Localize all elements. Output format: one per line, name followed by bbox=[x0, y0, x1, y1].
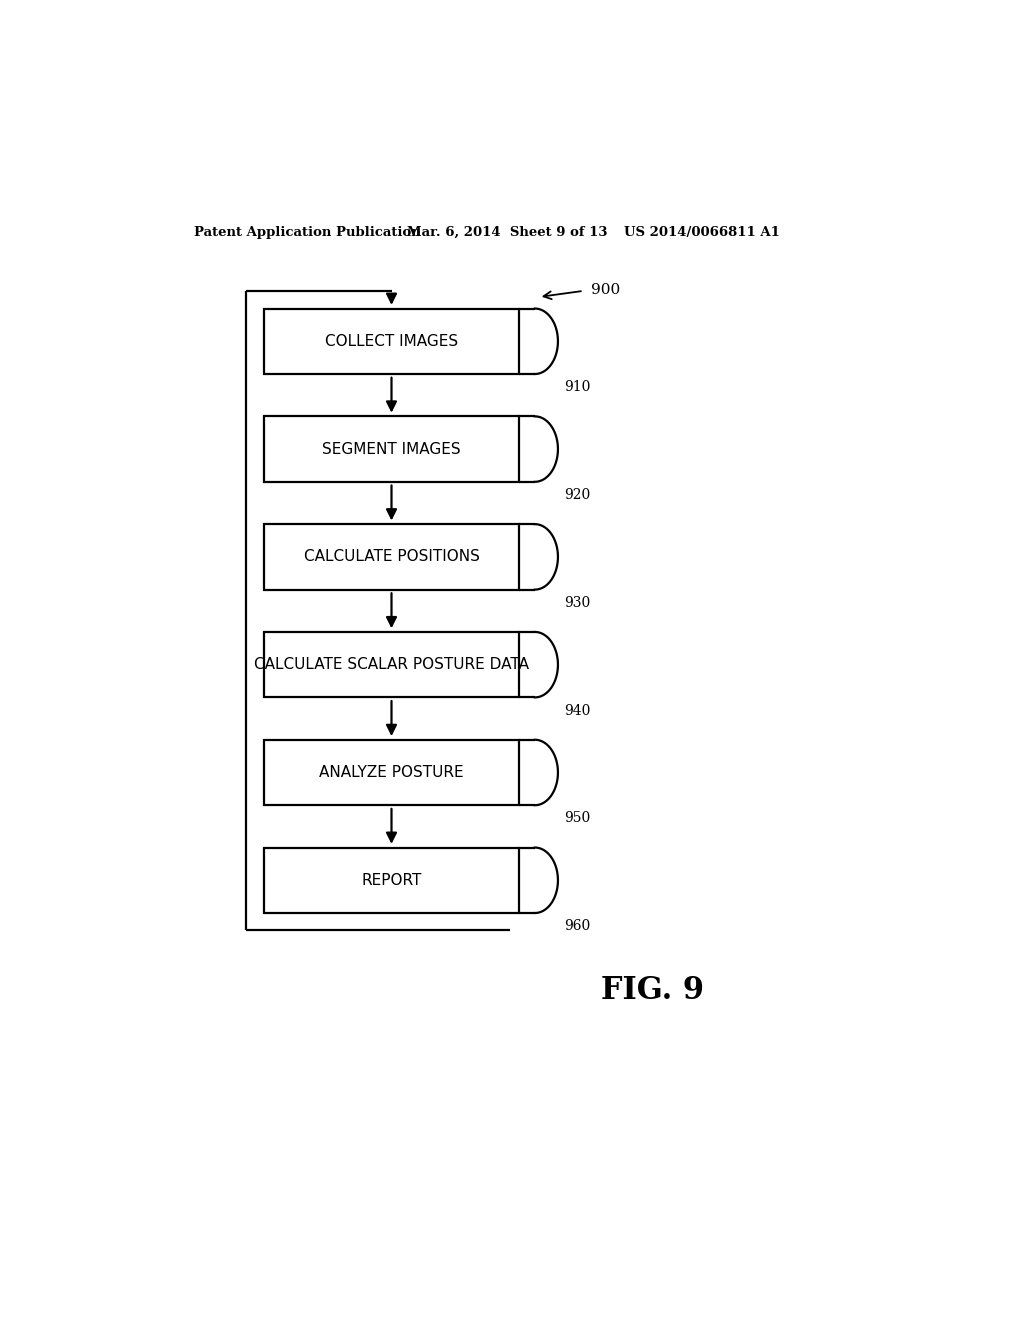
Bar bbox=[263, 847, 519, 913]
Text: CALCULATE SCALAR POSTURE DATA: CALCULATE SCALAR POSTURE DATA bbox=[254, 657, 529, 672]
Text: US 2014/0066811 A1: US 2014/0066811 A1 bbox=[624, 226, 780, 239]
Text: ANALYZE POSTURE: ANALYZE POSTURE bbox=[319, 766, 464, 780]
Text: SEGMENT IMAGES: SEGMENT IMAGES bbox=[323, 442, 461, 457]
Bar bbox=[263, 416, 519, 482]
Bar bbox=[263, 309, 519, 374]
Bar bbox=[263, 739, 519, 805]
Text: REPORT: REPORT bbox=[361, 873, 422, 888]
Text: CALCULATE POSITIONS: CALCULATE POSITIONS bbox=[303, 549, 479, 565]
Text: COLLECT IMAGES: COLLECT IMAGES bbox=[325, 334, 458, 348]
Text: 950: 950 bbox=[564, 812, 591, 825]
Text: Mar. 6, 2014  Sheet 9 of 13: Mar. 6, 2014 Sheet 9 of 13 bbox=[407, 226, 607, 239]
Text: 960: 960 bbox=[564, 919, 591, 933]
Text: 940: 940 bbox=[564, 704, 591, 718]
Text: 920: 920 bbox=[564, 488, 591, 502]
Text: Patent Application Publication: Patent Application Publication bbox=[194, 226, 421, 239]
Text: 930: 930 bbox=[564, 595, 591, 610]
Text: 910: 910 bbox=[564, 380, 591, 395]
Bar bbox=[263, 524, 519, 590]
Text: FIG. 9: FIG. 9 bbox=[601, 974, 703, 1006]
Bar bbox=[263, 632, 519, 697]
Text: 900: 900 bbox=[592, 284, 621, 297]
